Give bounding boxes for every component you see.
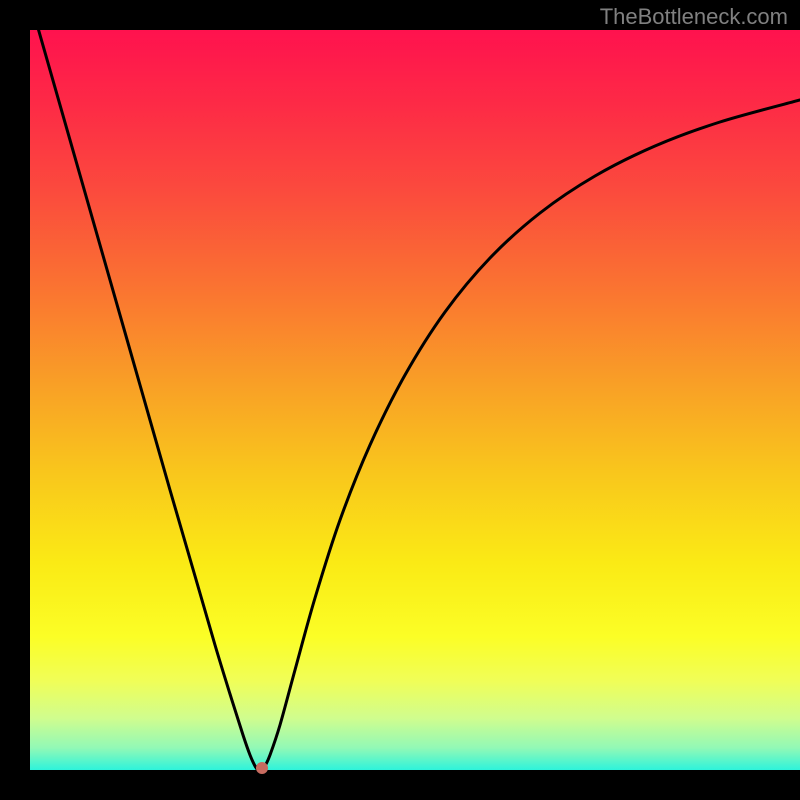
attribution-text: TheBottleneck.com: [600, 4, 788, 30]
minimum-marker: [256, 762, 268, 774]
plot-area: [30, 30, 800, 770]
bottleneck-curve: [30, 0, 800, 771]
curve-layer: [0, 0, 800, 800]
